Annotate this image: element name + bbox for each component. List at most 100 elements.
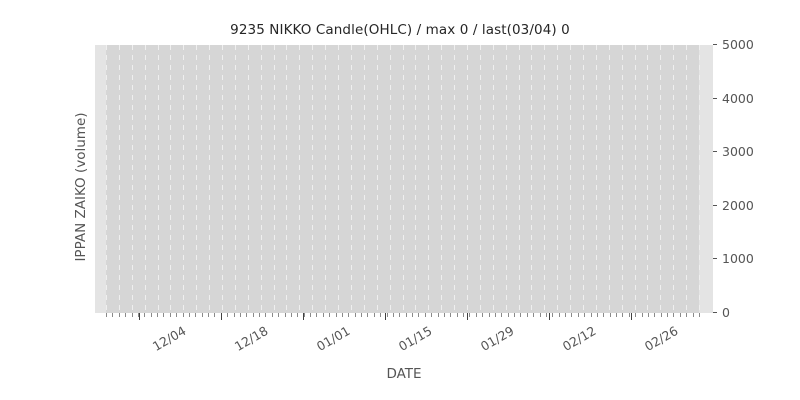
x-axis-minor-tick: [112, 313, 114, 317]
gridline-vertical: [505, 45, 507, 313]
x-axis-minor-tick: [603, 313, 605, 317]
gridline-horizontal: [95, 206, 713, 207]
x-axis-minor-tick: [157, 313, 158, 317]
gridline-vertical: [273, 45, 275, 313]
y-axis-tick-label: 4000: [722, 90, 754, 106]
gridline-vertical: [260, 45, 262, 313]
x-axis-minor-tick: [412, 313, 414, 317]
x-axis-minor-tick: [558, 313, 560, 317]
gridline-vertical: [131, 45, 133, 313]
gridline-vertical: [402, 45, 404, 313]
x-axis-minor-tick: [520, 313, 522, 317]
x-axis-minor-tick: [463, 313, 465, 317]
y-axis-tick-label: 5000: [722, 37, 754, 52]
plot-area[interactable]: [95, 45, 713, 313]
x-axis-minor-tick: [494, 313, 496, 317]
gridline-horizontal: [95, 99, 713, 100]
gridline-vertical: [415, 45, 417, 313]
x-axis-minor-tick: [628, 313, 630, 317]
y-axis-tick-mark: [713, 312, 717, 313]
x-axis-minor-tick: [418, 313, 420, 317]
gridline-vertical: [183, 45, 185, 313]
gridline-horizontal: [95, 45, 713, 46]
x-axis-major-tick: [385, 313, 386, 320]
x-axis-minor-tick: [596, 313, 598, 317]
x-axis-minor-tick: [252, 313, 254, 317]
gridline-horizontal: [95, 152, 713, 153]
x-axis-minor-tick: [106, 313, 107, 317]
x-axis-minor-tick: [552, 313, 554, 317]
x-axis-minor-tick: [188, 313, 190, 317]
gridline-vertical: [621, 45, 623, 313]
gridline-vertical: [338, 45, 340, 313]
x-axis-minor-tick: [163, 313, 165, 317]
x-axis-minor-tick: [431, 313, 433, 317]
x-axis-tick-label: 01/15: [395, 323, 435, 355]
x-axis-minor-tick: [246, 313, 248, 317]
x-axis-major-tick: [549, 313, 551, 320]
x-axis-minor-tick: [501, 313, 503, 317]
x-axis-minor-tick: [660, 313, 662, 317]
x-axis-title: DATE: [386, 366, 422, 382]
x-axis-major-tick: [467, 313, 469, 320]
gridline-vertical: [570, 45, 572, 313]
x-axis-minor-tick: [137, 313, 139, 317]
x-axis-minor-tick: [233, 313, 235, 317]
x-axis-minor-tick: [259, 313, 261, 317]
y-axis-tick-label: 3000: [722, 144, 754, 160]
x-axis-minor-tick: [239, 313, 241, 317]
gridline-vertical: [582, 45, 584, 313]
x-axis-minor-tick: [482, 313, 484, 317]
x-axis-minor-tick: [182, 313, 184, 317]
gridline-vertical: [325, 45, 327, 313]
x-axis-minor-tick: [125, 313, 127, 317]
x-axis-minor-tick: [361, 313, 363, 317]
x-axis-minor-tick: [565, 313, 567, 317]
gridline-vertical: [299, 45, 301, 313]
y-axis-tick-mark: [713, 97, 717, 99]
gridline-vertical: [531, 45, 533, 313]
x-axis-minor-tick: [284, 313, 286, 317]
x-axis-minor-tick: [290, 313, 292, 317]
x-axis-tick-label: 01/01: [313, 323, 353, 355]
x-axis-minor-tick: [571, 313, 573, 317]
x-axis-minor-tick: [310, 313, 312, 317]
x-axis-minor-tick: [297, 313, 299, 317]
y-axis-title: IPPAN ZAIKO (volume): [73, 112, 89, 262]
x-axis-minor-tick: [692, 313, 694, 317]
x-axis-minor-tick: [335, 313, 337, 317]
gridline-vertical: [454, 45, 456, 313]
gridline-vertical: [441, 45, 443, 313]
gridline-vertical: [647, 45, 649, 313]
x-axis-minor-tick: [367, 313, 369, 317]
gridline-vertical: [234, 45, 236, 313]
gridline-vertical: [428, 45, 430, 313]
x-axis-tick-label: 02/26: [642, 323, 681, 355]
x-axis-minor-tick: [169, 313, 171, 317]
vertical-gridlines: [95, 45, 713, 313]
x-axis-minor-tick: [373, 313, 375, 317]
gridline-vertical: [106, 45, 107, 313]
x-axis-minor-tick: [475, 313, 477, 317]
x-axis-tick-label: 12/18: [231, 323, 271, 355]
x-axis-tick-label: 12/04: [149, 323, 189, 355]
y-axis-tick-mark: [713, 204, 717, 206]
gridline-horizontal: [95, 259, 713, 260]
x-axis-minor-tick: [488, 313, 490, 317]
x-axis-major-tick: [631, 313, 633, 320]
x-axis-minor-tick: [450, 313, 452, 317]
gridline-vertical: [222, 45, 224, 313]
gridline-vertical: [686, 45, 688, 313]
x-axis-minor-tick: [507, 313, 509, 317]
gridline-vertical: [312, 45, 314, 313]
x-axis-minor-tick: [673, 313, 675, 317]
x-axis-minor-tick: [201, 313, 203, 317]
chart-title: 9235 NIKKO Candle(OHLC) / max 0 / last(0…: [230, 22, 570, 38]
gridline-vertical: [389, 45, 391, 313]
x-axis-minor-tick: [686, 313, 688, 317]
x-axis-major-tick: [220, 313, 222, 320]
gridline-vertical: [170, 45, 172, 313]
gridline-vertical: [466, 45, 468, 313]
x-axis-minor-tick: [316, 313, 318, 317]
